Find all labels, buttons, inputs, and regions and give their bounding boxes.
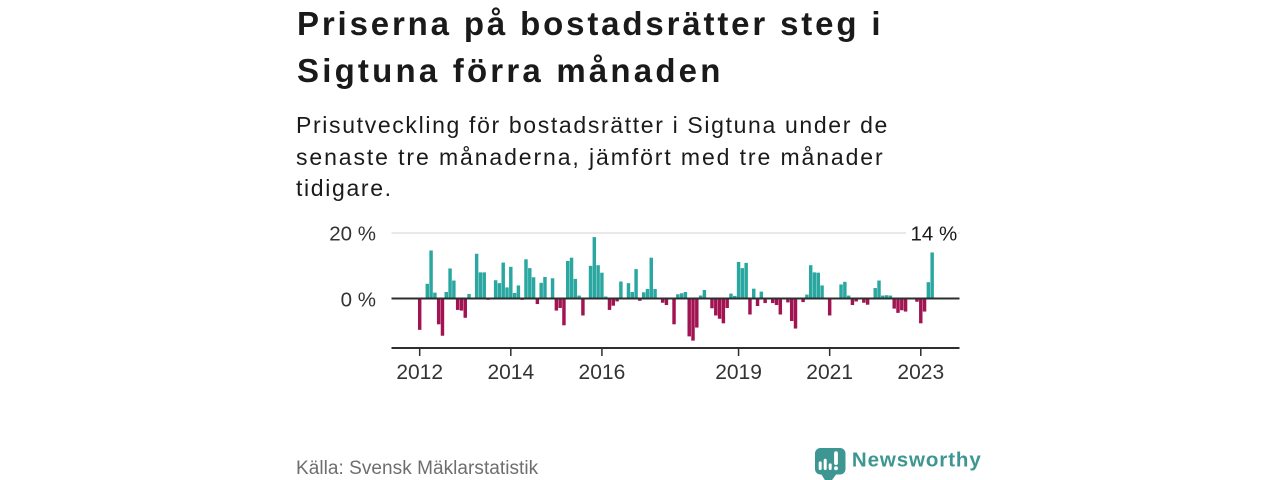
svg-text:2016: 2016 <box>579 361 626 384</box>
svg-text:14 %: 14 % <box>911 222 958 245</box>
svg-text:2012: 2012 <box>396 361 443 384</box>
svg-text:20 %: 20 % <box>329 222 376 245</box>
svg-text:2014: 2014 <box>487 361 534 384</box>
svg-text:2023: 2023 <box>897 361 944 384</box>
svg-text:0 %: 0 % <box>341 288 376 311</box>
svg-text:Newsworthy: Newsworthy <box>852 448 982 471</box>
svg-text:2021: 2021 <box>806 361 853 384</box>
svg-text:2019: 2019 <box>715 361 762 384</box>
